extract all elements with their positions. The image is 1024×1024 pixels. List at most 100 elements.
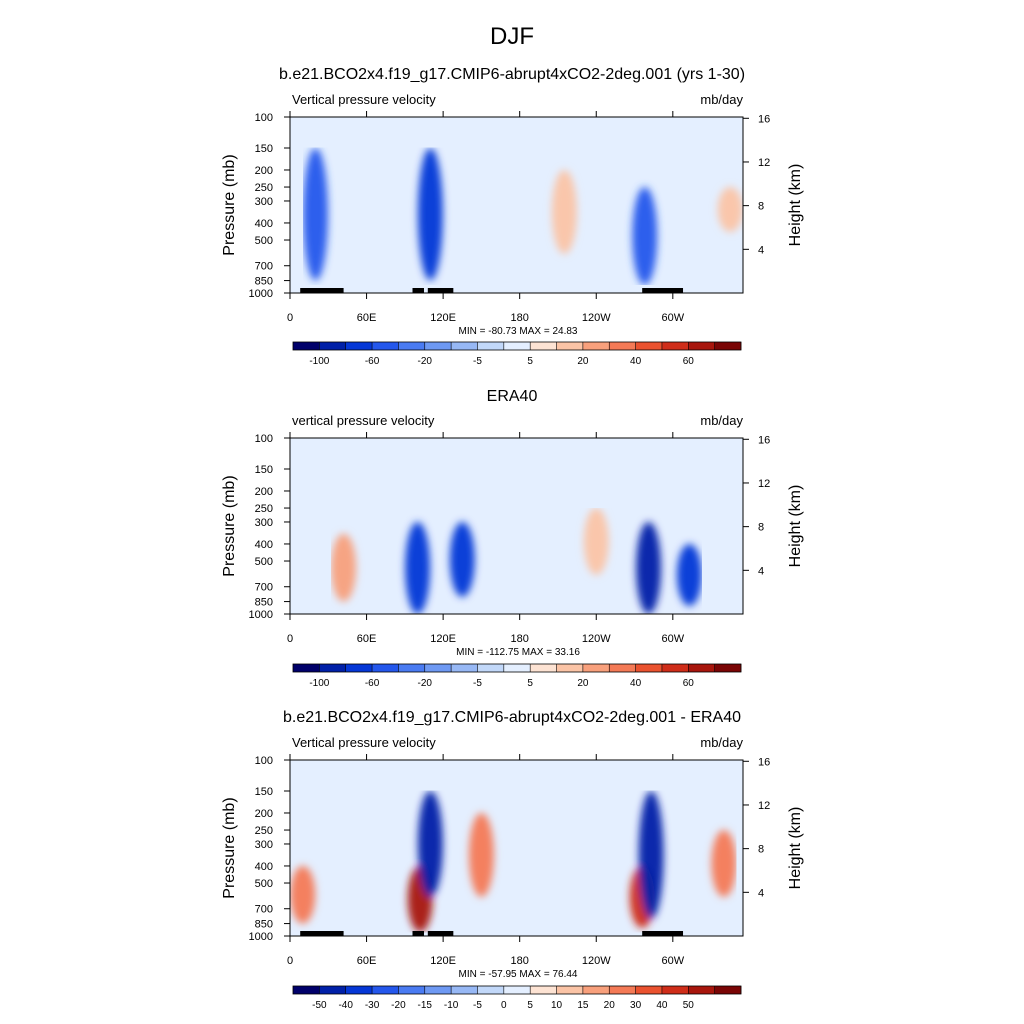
panel-1: b.e21.BCO2x4.f19_g17.CMIP6-abrupt4xCO2-2… [221,66,804,367]
y-tick-label: 850 [255,597,273,609]
y-tick-label: 400 [255,218,273,230]
colorbar-swatch [556,342,584,350]
height-tick-label: 12 [758,800,770,812]
panel-left-label: Vertical pressure velocity [292,735,436,750]
y-tick-label: 100 [255,433,273,445]
colorbar-label: 40 [656,1000,668,1011]
colorbar-label: 0 [501,1000,507,1011]
colorbar-swatch [582,986,610,994]
heatmap-background [290,760,743,936]
topography-mask [412,931,424,936]
colorbar-swatch [345,986,373,994]
y-axis-label-right: Height (km) [787,164,804,247]
y-tick-label: 300 [255,517,273,529]
colorbar-label: 20 [604,1000,616,1011]
y-tick-label: 250 [255,503,273,515]
plot-frame [289,437,744,615]
colorbar-swatch [319,986,347,994]
y-tick-label: 200 [255,808,273,820]
colorbar-label: -100 [309,678,329,689]
heatmap-field [290,117,743,293]
y-tick-label: 1000 [249,288,273,300]
colorbar-label: 5 [527,678,533,689]
colorbar-swatch [530,664,557,672]
y-tick-label: 100 [255,755,273,767]
colorbar-swatch [582,342,610,350]
x-tick-label: 60W [662,633,685,645]
colorbar-swatch [293,342,320,350]
colorbar-label: 50 [683,1000,695,1011]
height-tick-label: 8 [758,201,764,213]
colorbar-label: 40 [630,678,642,689]
x-tick-label: 0 [287,312,293,324]
topography-mask [427,931,454,936]
colorbar-swatch [424,342,452,350]
colorbar-label: -5 [473,678,482,689]
colorbar-label: -50 [312,1000,327,1011]
colorbar-label: 30 [630,1000,642,1011]
colorbar: -50 -40 -30 -20 -15 -10 -5 0 5 10 15 20 30 40 50 [292,985,742,1011]
y-tick-label: 150 [255,464,273,476]
colorbar-swatch [372,986,399,994]
y-axis-label: Pressure (mb) [221,154,238,255]
topography-mask [300,931,344,936]
topography-mask [300,288,344,293]
field-feature [331,533,357,602]
x-tick-label: 120W [582,312,611,324]
colorbar-swatch [345,664,373,672]
colorbar-label: 5 [527,356,533,367]
colorbar-label: -20 [418,678,433,689]
colorbar: -100 -60 -20 -5 5 20 40 60 [292,663,742,689]
y-tick-label: 250 [255,825,273,837]
y-tick-label: 300 [255,839,273,851]
plot-frame [289,759,744,937]
panel-left-label: vertical pressure velocity [292,413,435,428]
y-tick-label: 150 [255,786,273,798]
colorbar-label: 15 [577,1000,589,1011]
x-tick-label: 120E [430,312,456,324]
colorbar-swatch [372,664,399,672]
colorbar-swatch [477,664,505,672]
colorbar-swatch [661,342,689,350]
colorbar-label: -60 [365,678,380,689]
x-tick-label: 120E [430,955,456,967]
height-tick-label: 4 [758,244,764,256]
colorbar-swatch [398,342,426,350]
field-feature [468,812,494,897]
colorbar-swatch [635,664,663,672]
colorbar-label: -10 [444,1000,459,1011]
min-max-stats: MIN = -80.73 MAX = 24.83 [459,326,578,337]
colorbar-swatch [688,342,715,350]
colorbar-label: 10 [551,1000,563,1011]
height-tick-label: 8 [758,522,764,534]
y-axis-label: Pressure (mb) [221,475,238,576]
colorbar-swatch [424,664,452,672]
field-feature [676,543,702,606]
colorbar-swatch [372,342,399,350]
panel-units-label: mb/day [700,413,743,428]
field-feature [417,147,443,281]
colorbar-swatch [451,986,478,994]
topography-mask [412,288,424,293]
y-tick-label: 1000 [249,931,273,943]
field-feature [583,508,609,575]
colorbar-label: -5 [473,356,482,367]
height-tick-label: 12 [758,478,770,490]
colorbar-swatch [293,664,320,672]
colorbar-swatch [530,342,557,350]
colorbar-swatch [661,664,689,672]
colorbar-label: 60 [683,356,695,367]
min-max-stats: MIN = -112.75 MAX = 33.16 [456,647,580,658]
colorbar-swatch [714,664,742,672]
panel-units-label: mb/day [700,92,743,107]
colorbar-swatch [503,342,531,350]
heatmap-background [290,438,743,614]
height-tick-label: 16 [758,113,770,125]
y-tick-label: 500 [255,235,273,247]
topography-mask [427,288,454,293]
y-tick-label: 400 [255,539,273,551]
colorbar-label: -5 [473,1000,482,1011]
y-axis-label: Pressure (mb) [221,797,238,898]
colorbar-label: 20 [577,356,589,367]
height-tick-label: 12 [758,157,770,169]
